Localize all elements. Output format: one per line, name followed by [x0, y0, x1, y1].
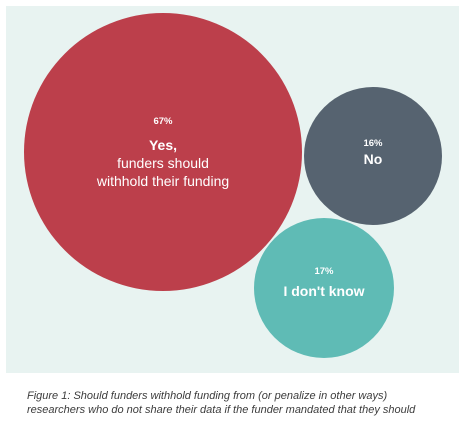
bubble-no — [304, 87, 442, 225]
bubble-dont-know-group: 17% I don't know — [254, 218, 394, 358]
bubble-yes-value-label: 67% — [153, 116, 173, 127]
bubble-no-category-label-line-1: No — [364, 151, 383, 167]
bubble-dont-know — [254, 218, 394, 358]
chart-panel: 67% Yes, funders should withhold their fund… — [6, 6, 459, 373]
bubble-no-group: 16% No — [304, 87, 442, 225]
bubble-dont-know-category-label-line-1: I don't know — [283, 283, 364, 299]
bubble-no-value-label: 16% — [363, 138, 383, 149]
bubble-yes-category-label-line-3: withhold their funding — [96, 173, 229, 189]
figure-caption: Figure 1: Should funders withhold fundin… — [27, 390, 416, 416]
bubble-yes-category-label-line-2: funders should — [117, 155, 209, 171]
bubble-yes-category-label-line-1: Yes, — [149, 137, 177, 153]
bubble-dont-know-value-label: 17% — [314, 266, 334, 277]
bubble-yes-group: 67% Yes, funders should withhold their fund… — [24, 13, 302, 291]
bubble-yes — [24, 13, 302, 291]
bubble-chart: 67% Yes, funders should withhold their fund… — [24, 13, 442, 358]
